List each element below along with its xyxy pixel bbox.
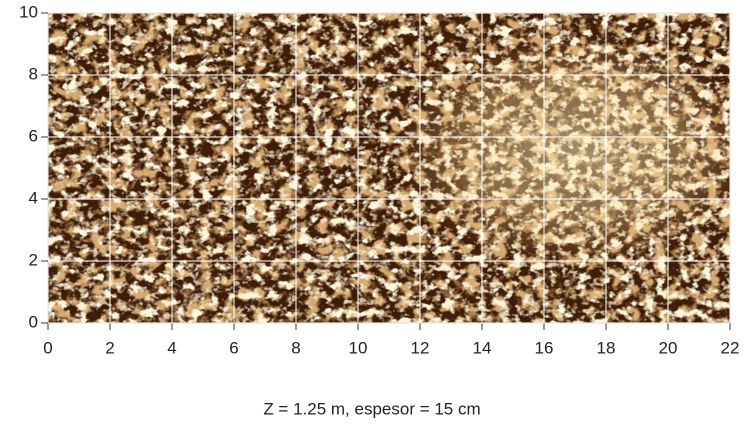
x-tick-label: 8: [291, 338, 300, 357]
x-tick-label: 10: [349, 338, 368, 357]
x-tick-label: 16: [535, 338, 554, 357]
heatmap-image: [48, 13, 730, 323]
y-tick-label: 10: [19, 2, 38, 21]
caption: Z = 1.25 m, espesor = 15 cm: [263, 399, 480, 418]
x-tick-label: 0: [43, 338, 52, 357]
x-tick-label: 14: [473, 338, 492, 357]
x-tick-label: 4: [167, 338, 176, 357]
y-tick-label: 4: [29, 188, 38, 207]
y-tick-label: 6: [29, 126, 38, 145]
y-tick-label: 0: [29, 312, 38, 331]
x-tick-label: 18: [597, 338, 616, 357]
y-tick-label: 2: [29, 250, 38, 269]
x-tick-label: 2: [105, 338, 114, 357]
x-tick-label: 20: [659, 338, 678, 357]
x-tick-label: 22: [721, 338, 740, 357]
x-tick-label: 6: [229, 338, 238, 357]
x-tick-label: 12: [411, 338, 430, 357]
y-tick-label: 8: [29, 64, 38, 83]
